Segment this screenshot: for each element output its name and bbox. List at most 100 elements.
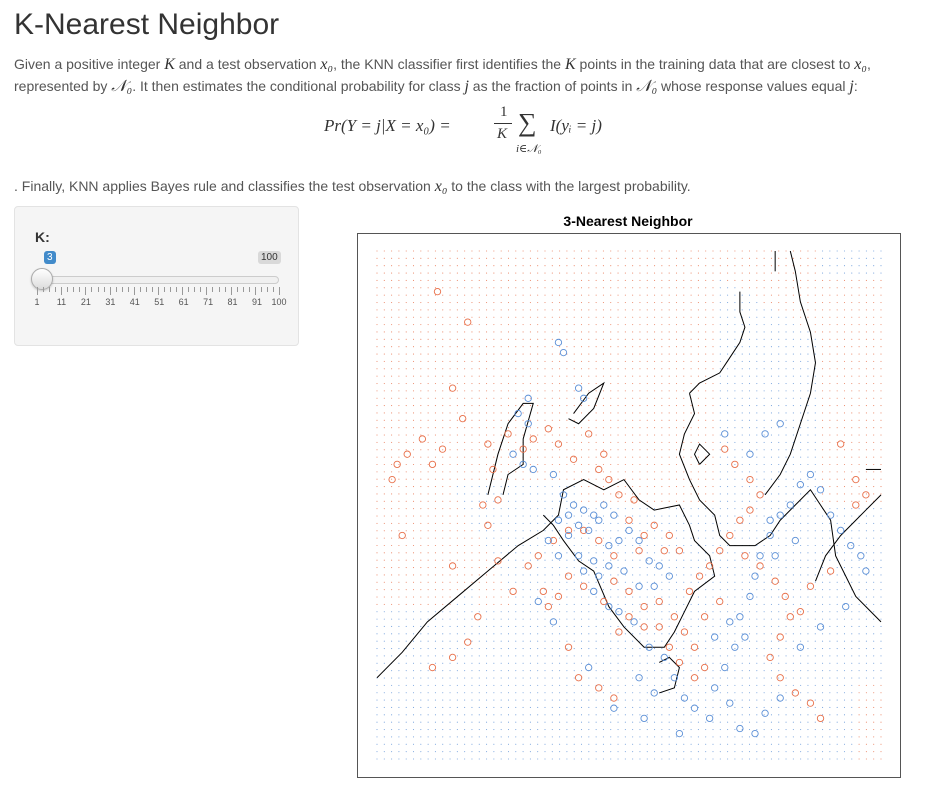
grid-dot — [632, 743, 634, 745]
grid-dot — [807, 368, 809, 370]
grid-dot — [865, 390, 867, 392]
grid-dot — [719, 427, 721, 429]
grid-dot — [697, 375, 699, 377]
grid-dot — [507, 655, 510, 657]
grid-dot — [741, 596, 743, 598]
grid-dot — [683, 530, 685, 532]
grid-dot — [880, 677, 882, 679]
grid-dot — [719, 640, 721, 642]
grid-dot — [486, 412, 488, 414]
grid-dot — [639, 287, 641, 289]
grid-dot — [770, 596, 772, 598]
grid-dot — [763, 382, 765, 385]
grid-dot — [442, 640, 444, 642]
grid-dot — [690, 449, 692, 451]
grid-dot — [639, 279, 641, 281]
grid-dot — [471, 640, 473, 642]
grid-dot — [449, 397, 451, 399]
grid-dot — [632, 589, 634, 591]
grid-dot — [873, 478, 875, 480]
grid-dot — [697, 552, 699, 554]
grid-dot — [858, 346, 860, 348]
grid-dot — [800, 729, 802, 731]
grid-dot — [522, 265, 524, 267]
grid-dot — [515, 471, 517, 473]
grid-dot — [632, 294, 634, 296]
grid-dot — [697, 589, 699, 591]
grid-dot — [464, 743, 466, 745]
grid-dot — [654, 618, 656, 620]
grid-dot — [551, 684, 553, 686]
grid-dot — [478, 471, 480, 473]
grid-dot — [500, 699, 502, 701]
grid-dot — [748, 515, 751, 517]
grid-dot — [464, 250, 466, 252]
grid-dot — [456, 699, 458, 701]
grid-dot — [566, 603, 568, 605]
grid-dot — [675, 375, 678, 377]
grid-dot — [814, 574, 816, 576]
grid-dot — [456, 618, 458, 620]
grid-dot — [778, 508, 780, 510]
grid-dot — [405, 324, 407, 326]
grid-dot — [719, 463, 721, 466]
grid-dot — [383, 441, 385, 443]
grid-dot — [566, 751, 568, 753]
grid-dot — [748, 346, 751, 348]
grid-dot — [778, 662, 780, 664]
grid-dot — [588, 279, 590, 281]
grid-dot — [434, 677, 436, 679]
grid-dot — [434, 493, 436, 495]
grid-dot — [792, 279, 794, 281]
grid-dot — [573, 382, 575, 385]
grid-dot — [770, 294, 772, 296]
grid-dot — [668, 581, 670, 583]
grid-dot — [529, 382, 531, 385]
grid-dot — [785, 522, 787, 524]
grid-dot — [756, 272, 758, 274]
grid-dot — [391, 596, 393, 598]
grid-dot — [727, 589, 729, 591]
grid-dot — [529, 463, 531, 466]
grid-dot — [405, 736, 407, 738]
grid-dot — [800, 736, 802, 738]
grid-dot — [486, 279, 488, 281]
grid-dot — [412, 743, 415, 745]
grid-dot — [573, 633, 575, 635]
grid-dot — [478, 405, 480, 407]
grid-dot — [434, 751, 436, 753]
finally-line: . Finally, KNN applies Bayes rule and cl… — [14, 176, 691, 197]
k-slider-handle[interactable] — [30, 268, 53, 290]
grid-dot — [624, 250, 626, 252]
grid-dot — [383, 331, 385, 333]
grid-dot — [559, 368, 561, 370]
k-slider-track[interactable] — [37, 276, 279, 284]
grid-dot — [464, 596, 466, 598]
grid-dot — [843, 625, 846, 628]
grid-dot — [661, 294, 663, 296]
grid-dot — [829, 316, 831, 318]
grid-dot — [697, 714, 699, 716]
grid-dot — [646, 611, 648, 613]
grid-dot — [573, 537, 575, 539]
grid-dot — [398, 486, 400, 488]
grid-dot — [405, 721, 407, 723]
grid-dot — [683, 633, 685, 635]
grid-dot — [398, 471, 400, 473]
grid-dot — [405, 338, 407, 340]
grid-dot — [449, 589, 451, 591]
grid-dot — [880, 368, 882, 370]
grid-dot — [632, 611, 634, 613]
grid-dot — [442, 684, 444, 686]
grid-dot — [427, 279, 429, 281]
grid-dot — [515, 662, 517, 664]
grid-dot — [537, 360, 539, 362]
grid-dot — [807, 500, 809, 502]
grid-dot — [770, 456, 772, 458]
grid-dot — [522, 427, 524, 429]
grid-dot — [719, 390, 721, 392]
grid-dot — [880, 758, 882, 760]
grid-dot — [719, 257, 721, 259]
grid-dot — [675, 382, 678, 385]
grid-dot — [792, 434, 794, 436]
